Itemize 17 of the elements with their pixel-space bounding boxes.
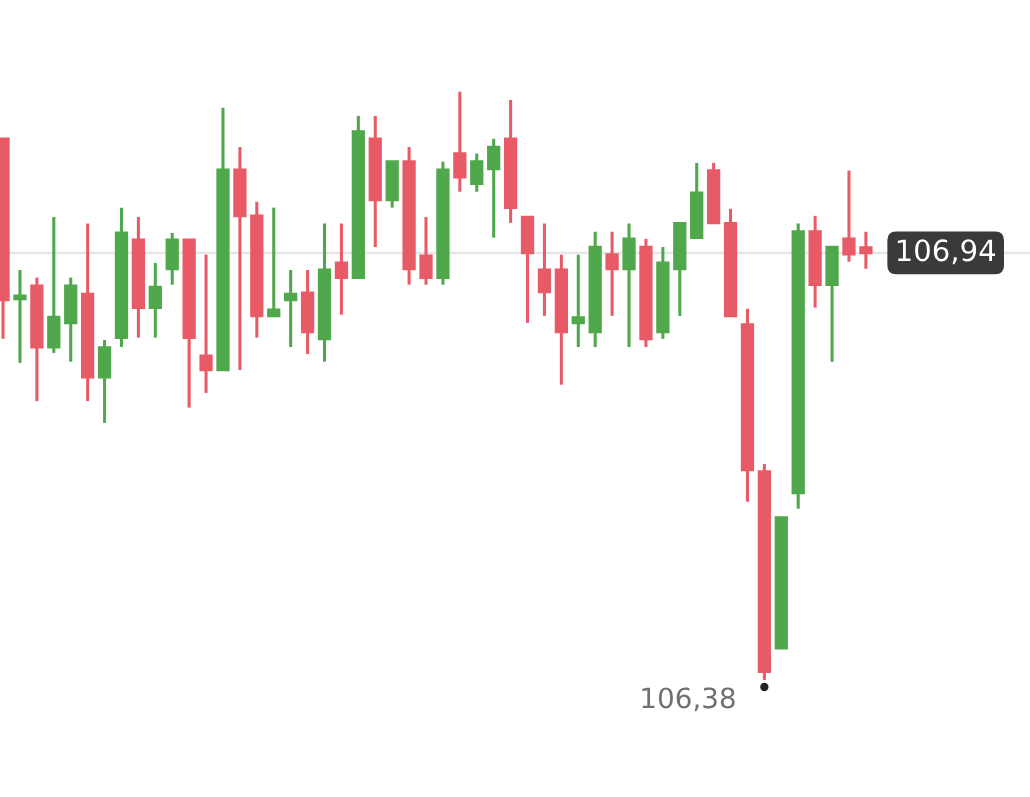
- candlestick: [859, 231, 873, 269]
- candlestick: [453, 91, 467, 192]
- candlestick: [419, 217, 433, 285]
- candlestick: [267, 207, 281, 318]
- candlestick: [487, 137, 501, 238]
- text: 106,94: [897, 239, 996, 265]
- candlestick: [284, 269, 298, 349]
- candlestick: [13, 269, 27, 363]
- candlestick: [199, 254, 213, 393]
- candlestick: [537, 223, 552, 316]
- candlestick: [470, 153, 484, 192]
- candlestick: [605, 231, 619, 316]
- text: 106,38: [642, 687, 735, 712]
- candlestick: [842, 170, 856, 262]
- candlestick: [571, 254, 585, 349]
- candlestick: [334, 223, 349, 315]
- candlestick: [148, 261, 162, 338]
